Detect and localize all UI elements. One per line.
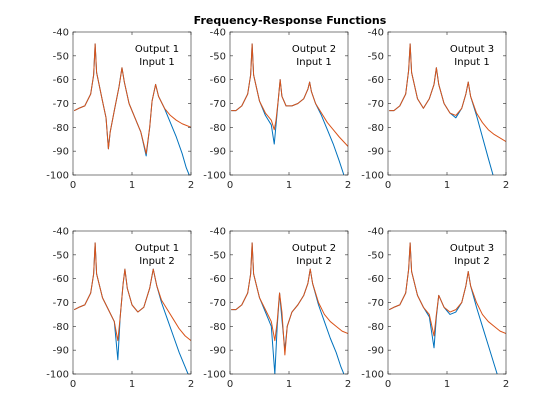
output-annotation: Output 1 (135, 243, 179, 254)
x-tick-label: 1 (444, 379, 450, 390)
y-tick-label: -70 (368, 298, 384, 309)
y-tick-label: -100 (203, 370, 226, 381)
y-tick-label: -80 (368, 322, 384, 333)
y-tick-label: -60 (210, 75, 226, 86)
model-line (388, 242, 506, 337)
output-annotation: Output 3 (450, 44, 494, 55)
y-tick-label: -100 (46, 370, 69, 381)
y-tick-label: -40 (53, 28, 69, 39)
y-tick-label: -60 (368, 75, 384, 86)
x-tick-label: 1 (286, 180, 292, 191)
y-tick-label: -60 (53, 274, 69, 285)
x-tick-label: 0 (227, 180, 233, 191)
model-line (389, 43, 506, 143)
y-tick-label: -50 (210, 250, 226, 261)
y-tick-label: -50 (210, 51, 226, 62)
y-tick-label: -50 (53, 250, 69, 261)
x-tick-label: 0 (70, 379, 76, 390)
y-tick-label: -50 (368, 250, 384, 261)
y-tick-label: -60 (53, 75, 69, 86)
x-tick-label: 1 (129, 180, 135, 191)
x-tick-label: 2 (188, 379, 194, 390)
x-tick-label: 2 (345, 379, 351, 390)
y-tick-label: -70 (53, 298, 69, 309)
model-line (231, 242, 348, 356)
x-tick-label: 0 (70, 180, 76, 191)
x-tick-label: 2 (503, 180, 509, 191)
y-tick-label: -40 (368, 227, 384, 238)
y-tick-label: -80 (53, 322, 69, 333)
y-tick-label: -40 (368, 28, 384, 39)
y-tick-label: -100 (361, 370, 384, 381)
y-tick-label: -50 (368, 51, 384, 62)
x-tick-label: 1 (444, 180, 450, 191)
input-annotation: Input 1 (454, 57, 489, 68)
plot-area (388, 231, 506, 374)
x-tick-label: 2 (345, 180, 351, 191)
plot-area (230, 32, 348, 175)
output-annotation: Output 1 (135, 44, 179, 55)
input-annotation: Input 2 (139, 256, 174, 267)
y-tick-label: -70 (210, 298, 226, 309)
y-tick-label: -90 (368, 346, 384, 357)
model-line (73, 43, 191, 155)
y-tick-label: -60 (210, 274, 226, 285)
plot-area (73, 231, 191, 374)
figure-title: Frequency-Response Functions (194, 14, 387, 27)
x-tick-label: 0 (385, 180, 391, 191)
output-annotation: Output 2 (292, 243, 336, 254)
x-tick-label: 1 (286, 379, 292, 390)
x-tick-label: 0 (227, 379, 233, 390)
y-tick-label: -90 (210, 147, 226, 158)
x-tick-label: 0 (385, 379, 391, 390)
input-annotation: Input 2 (454, 256, 489, 267)
y-tick-label: -80 (210, 123, 226, 134)
output-annotation: Output 3 (450, 243, 494, 254)
y-tick-label: -40 (210, 28, 226, 39)
y-tick-label: -80 (210, 322, 226, 333)
y-tick-label: -80 (53, 123, 69, 134)
input-annotation: Input 1 (139, 57, 174, 68)
y-tick-label: -50 (53, 51, 69, 62)
y-tick-label: -100 (203, 171, 226, 182)
input-annotation: Input 1 (296, 57, 331, 68)
y-tick-label: -100 (361, 171, 384, 182)
plot-area (230, 231, 348, 374)
model-line (73, 242, 191, 342)
y-tick-label: -70 (210, 99, 226, 110)
y-tick-label: -90 (210, 346, 226, 357)
y-tick-label: -90 (368, 147, 384, 158)
x-tick-label: 2 (188, 180, 194, 191)
plot-area (73, 32, 191, 175)
y-tick-label: -70 (53, 99, 69, 110)
y-tick-label: -80 (368, 123, 384, 134)
output-annotation: Output 2 (292, 44, 336, 55)
y-tick-label: -40 (53, 227, 69, 238)
model-line (231, 43, 348, 147)
y-tick-label: -60 (368, 274, 384, 285)
y-tick-label: -40 (210, 227, 226, 238)
y-tick-label: -90 (53, 147, 69, 158)
x-tick-label: 1 (129, 379, 135, 390)
y-tick-label: -100 (46, 171, 69, 182)
input-annotation: Input 2 (296, 256, 331, 267)
x-tick-label: 2 (503, 379, 509, 390)
y-tick-label: -70 (368, 99, 384, 110)
y-tick-label: -90 (53, 346, 69, 357)
